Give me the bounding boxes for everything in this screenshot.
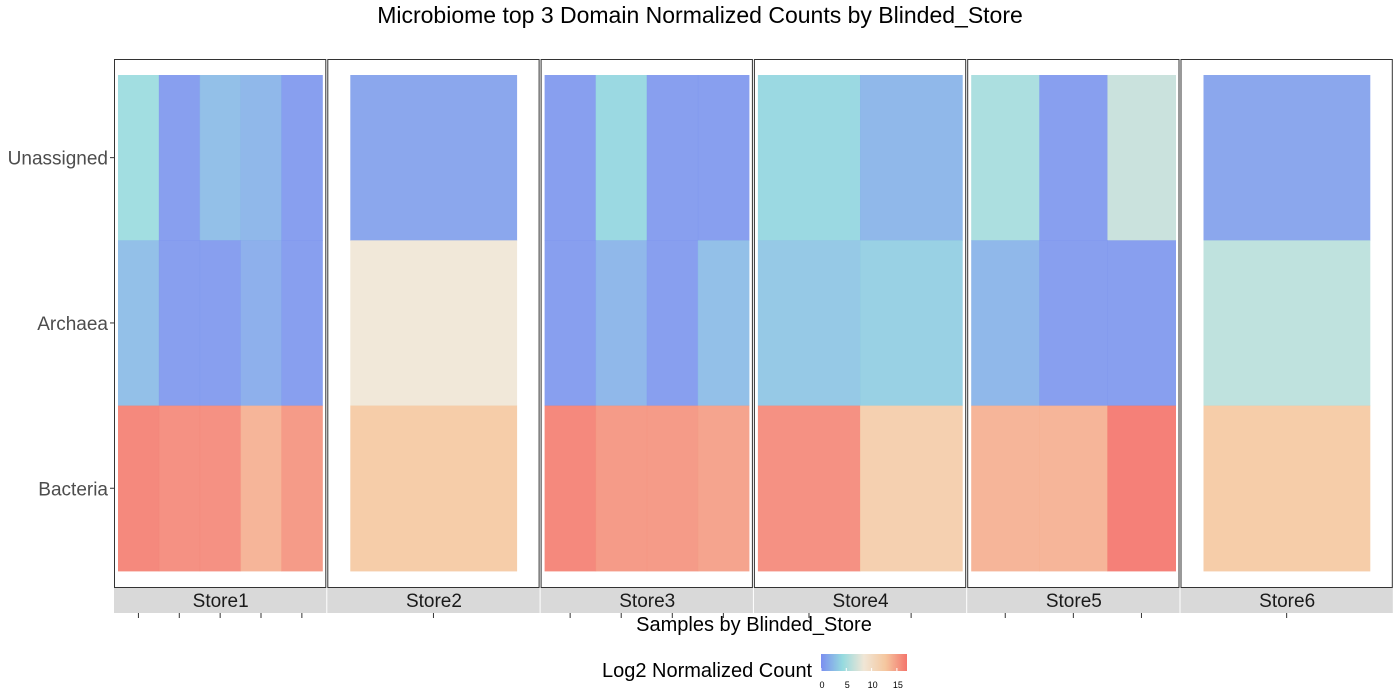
facet-strip <box>1180 588 1393 613</box>
facet-strip-label: Store2 <box>406 591 462 612</box>
heatmap-cell <box>1039 240 1108 407</box>
heatmap-cell <box>118 75 160 241</box>
heatmap-cell <box>199 75 242 241</box>
panel-store5: Store5 <box>967 59 1180 618</box>
heatmap-cell <box>646 240 699 407</box>
heatmap-cell <box>697 405 750 572</box>
facet-strip-label: Store5 <box>1046 591 1102 612</box>
heatmap-cell <box>158 75 201 241</box>
heatmap-cell <box>199 240 242 407</box>
heatmap-cell <box>350 240 518 407</box>
y-axis: Unassigned Archaea Bacteria <box>8 149 114 500</box>
heatmap-cell <box>757 405 861 572</box>
legend-title: Log2 Normalized Count <box>602 660 813 682</box>
heatmap-cell <box>1107 75 1176 241</box>
heatmap-cell <box>971 405 1040 572</box>
heatmap-cell <box>646 405 699 572</box>
heatmap-cell <box>1039 75 1108 241</box>
heatmap-cell <box>595 75 648 241</box>
facet-strip <box>753 588 967 613</box>
heatmap-cell <box>1203 75 1371 241</box>
legend-tick-label: 15 <box>892 680 903 690</box>
facet-strip <box>114 588 327 613</box>
heatmap-cell <box>860 240 963 407</box>
heatmap-cell <box>971 75 1040 241</box>
heatmap-cell <box>1203 405 1371 572</box>
heatmap-cell <box>350 75 518 241</box>
heatmap-cell <box>240 240 282 407</box>
chart-title: Microbiome top 3 Domain Normalized Count… <box>377 2 1023 28</box>
panel-store3: Store3 <box>540 59 753 618</box>
heatmap-cell <box>971 240 1040 407</box>
panel-store1: Store1 <box>114 59 327 618</box>
panel-store4: Store4 <box>753 59 967 618</box>
heatmap-cell <box>158 240 201 407</box>
heatmap-cell <box>1203 240 1371 407</box>
heatmap-cell <box>240 75 282 241</box>
y-tick-label: Unassigned <box>8 149 108 170</box>
facet-strip-label: Store4 <box>833 591 889 612</box>
heatmap-cell <box>1107 240 1176 407</box>
panels-layer: Store1 Store2 Store3 Store4 Store5 Store6 <box>114 59 1393 618</box>
heatmap-cell <box>860 405 963 572</box>
facet-strip <box>967 588 1180 613</box>
heatmap-cell <box>281 405 323 572</box>
heatmap-cell <box>595 405 648 572</box>
heatmap-cell <box>544 240 597 407</box>
heatmap-cell <box>860 75 963 241</box>
heatmap-cell <box>118 405 160 572</box>
heatmap-cell <box>544 75 597 241</box>
legend <box>820 654 907 671</box>
heatmap-cell <box>697 75 750 241</box>
heatmap-cell <box>757 240 861 407</box>
legend-tick-label: 0 <box>819 680 825 690</box>
facet-strip-label: Store3 <box>619 591 675 612</box>
heatmap-cell <box>240 405 282 572</box>
heatmap-cell <box>118 240 160 407</box>
heatmap-cell <box>1107 405 1176 572</box>
heatmap-cell <box>646 75 699 241</box>
heatmap-cell <box>158 405 201 572</box>
y-tick-label: Archaea <box>37 314 108 335</box>
panel-store2: Store2 <box>327 59 540 618</box>
legend-tick-label: 10 <box>867 680 878 690</box>
facet-strip <box>327 588 540 613</box>
panel-store6: Store6 <box>1180 59 1393 618</box>
heatmap-cell <box>281 240 323 407</box>
facet-strip-label: Store1 <box>193 591 249 612</box>
heatmap-cell <box>1039 405 1108 572</box>
heatmap-cell <box>544 405 597 572</box>
facet-strip <box>540 588 753 613</box>
heatmap-cell <box>595 240 648 407</box>
y-tick-label: Bacteria <box>38 479 108 500</box>
legend-colorbar <box>821 654 907 671</box>
heatmap-cell <box>281 75 323 241</box>
heatmap-cell <box>757 75 861 241</box>
heatmap-cell <box>199 405 242 572</box>
facet-strip-label: Store6 <box>1259 591 1315 612</box>
x-axis-label: Samples by Blinded_Store <box>636 614 872 636</box>
heatmap-cell <box>697 240 750 407</box>
legend-tick-label: 5 <box>844 680 850 690</box>
heatmap-cell <box>350 405 518 572</box>
